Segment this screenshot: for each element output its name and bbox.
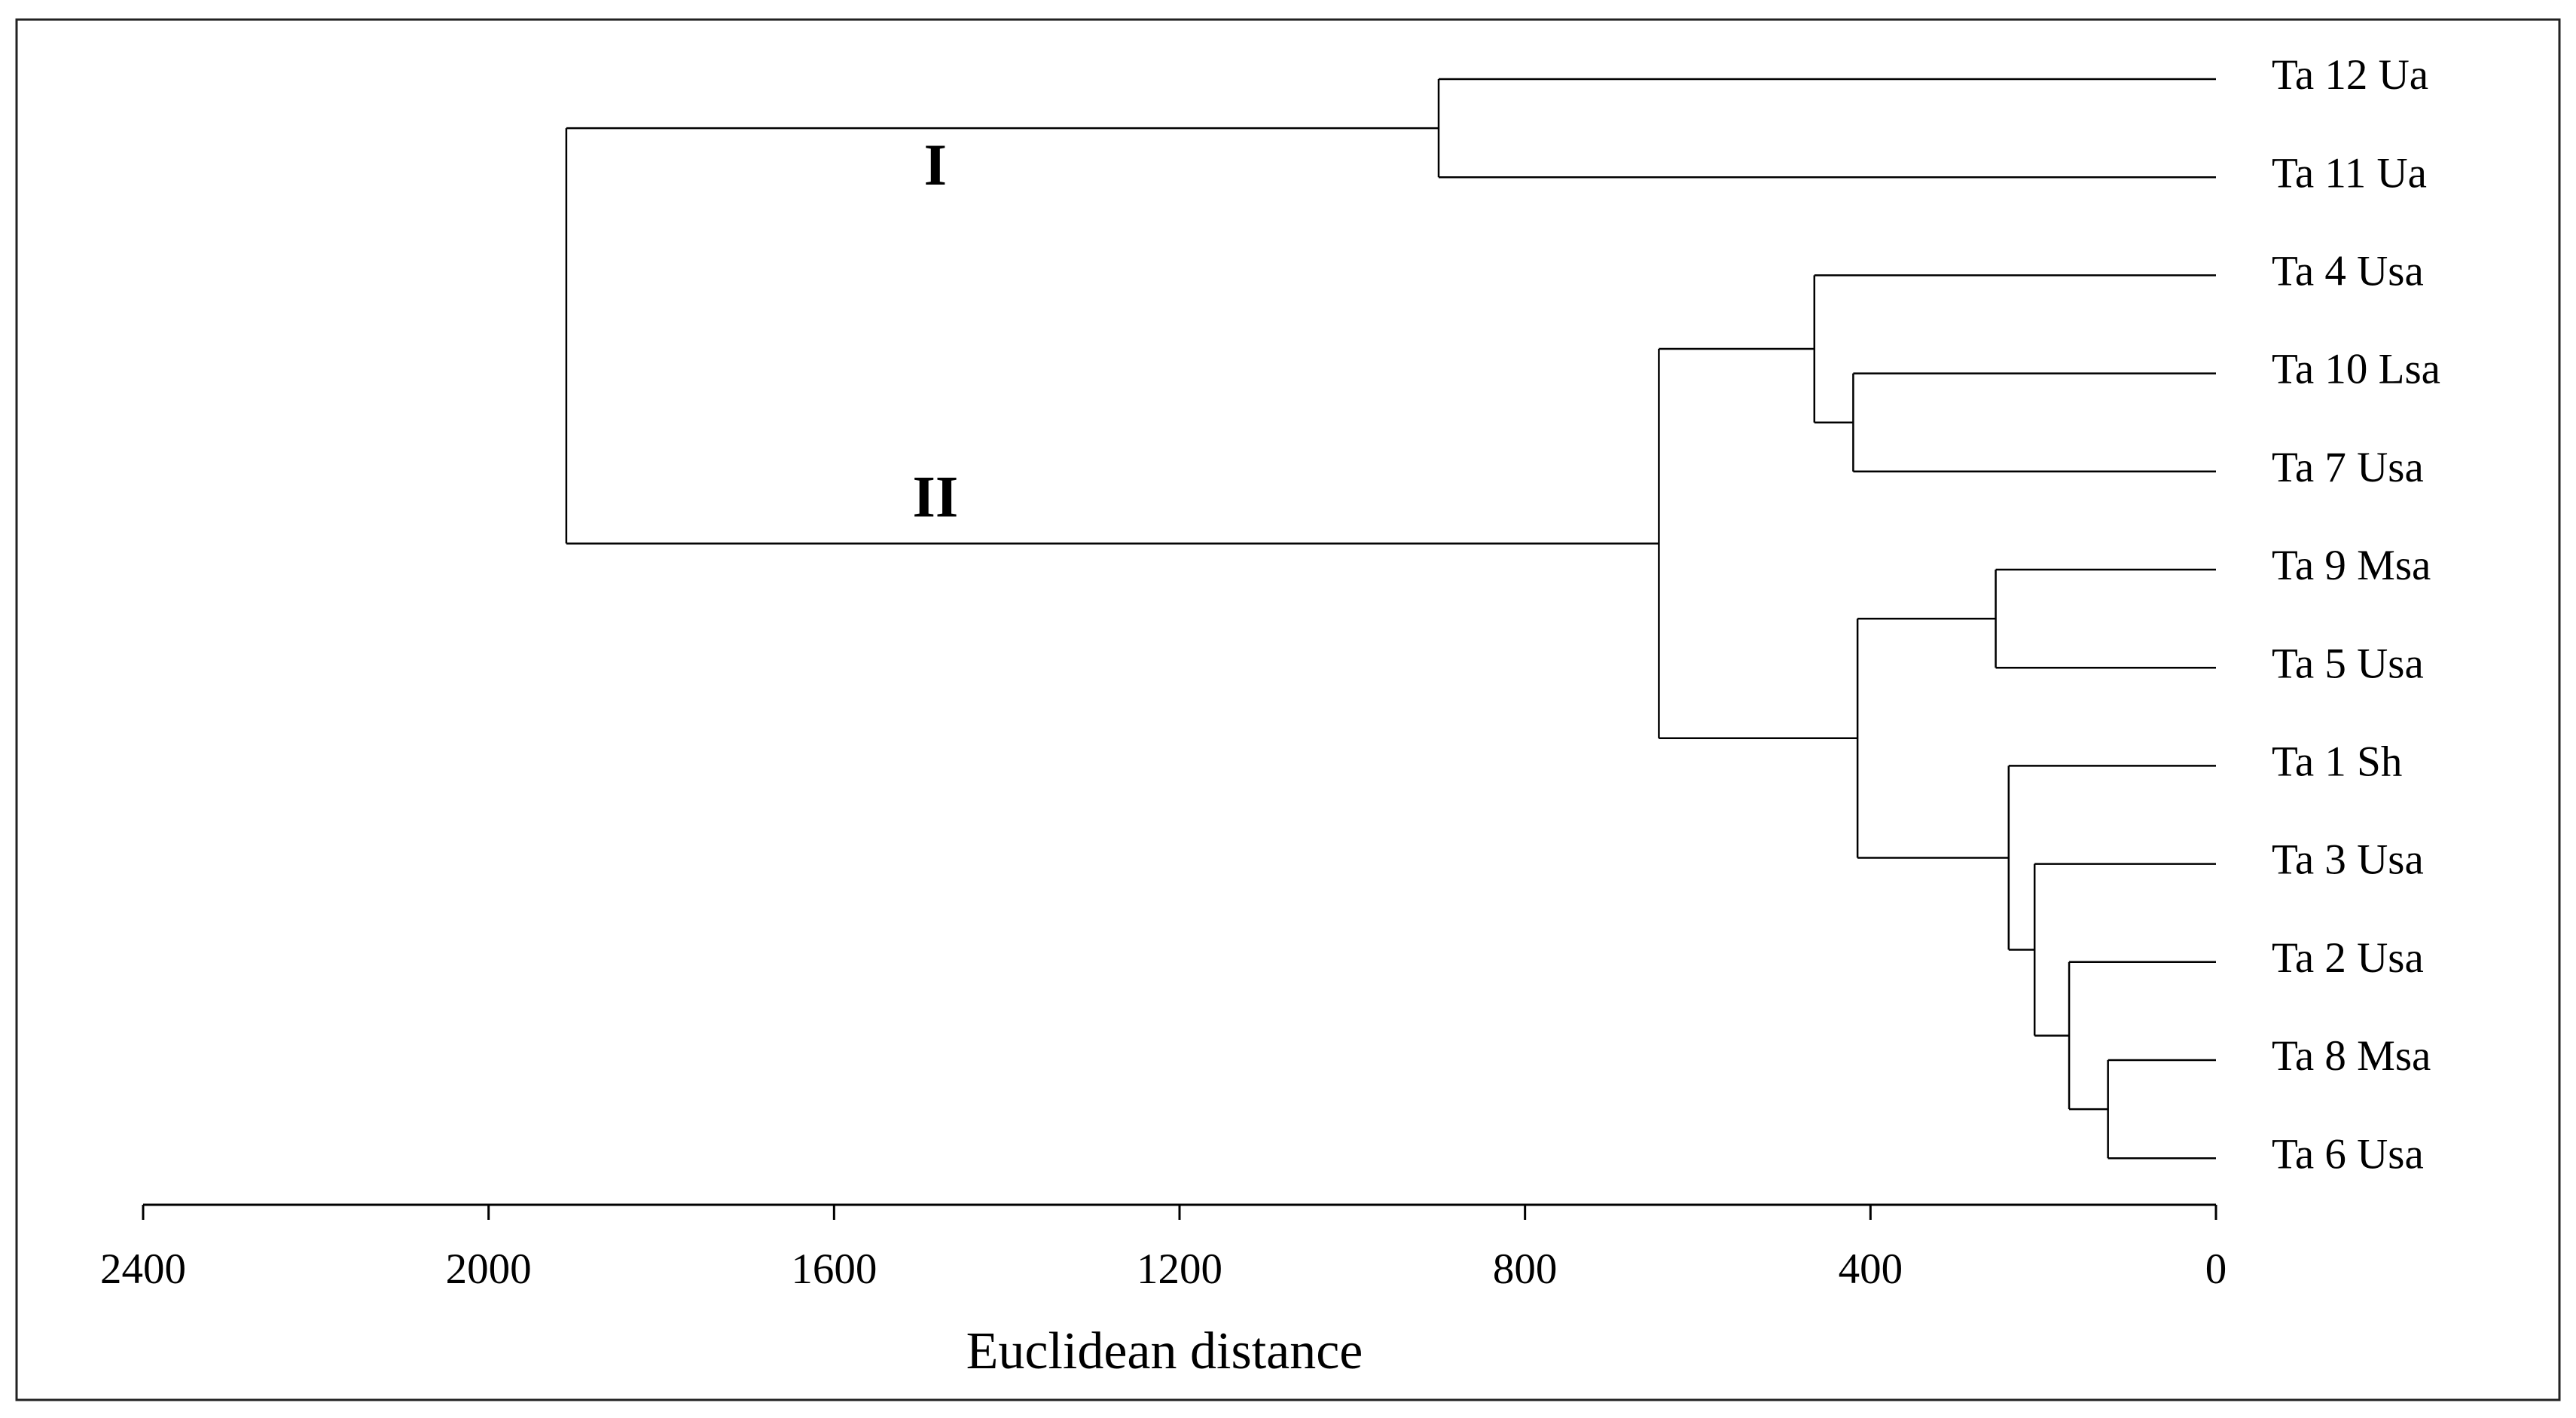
leaf-label: Ta 8 Msa [2272,1032,2431,1080]
cluster-label: II [913,463,959,529]
leaf-label: Ta 9 Msa [2272,542,2431,589]
leaf-label: Ta 7 Usa [2272,444,2424,491]
x-tick-label: 400 [1839,1245,1903,1293]
cluster-label: I [924,132,947,197]
leaf-label: Ta 3 Usa [2272,836,2424,884]
x-tick-label: 1600 [791,1245,877,1293]
leaf-label: Ta 4 Usa [2272,247,2424,295]
leaf-label: Ta 11 Ua [2272,149,2427,197]
leaf-label: Ta 12 Ua [2272,51,2428,99]
leaf-label: Ta 2 Usa [2272,934,2424,982]
x-tick-label: 1200 [1137,1245,1222,1293]
leaf-label: Ta 6 Usa [2272,1130,2424,1178]
leaf-label: Ta 5 Usa [2272,640,2424,687]
leaf-label: Ta 1 Sh [2272,738,2402,785]
x-tick-label: 2400 [100,1245,186,1293]
x-tick-label: 0 [2205,1245,2227,1293]
x-axis-label: Euclidean distance [966,1322,1363,1380]
frame [15,18,2561,1401]
x-tick-label: 2000 [446,1245,532,1293]
leaf-label: Ta 10 Lsa [2272,346,2440,393]
x-tick-label: 800 [1493,1245,1558,1293]
